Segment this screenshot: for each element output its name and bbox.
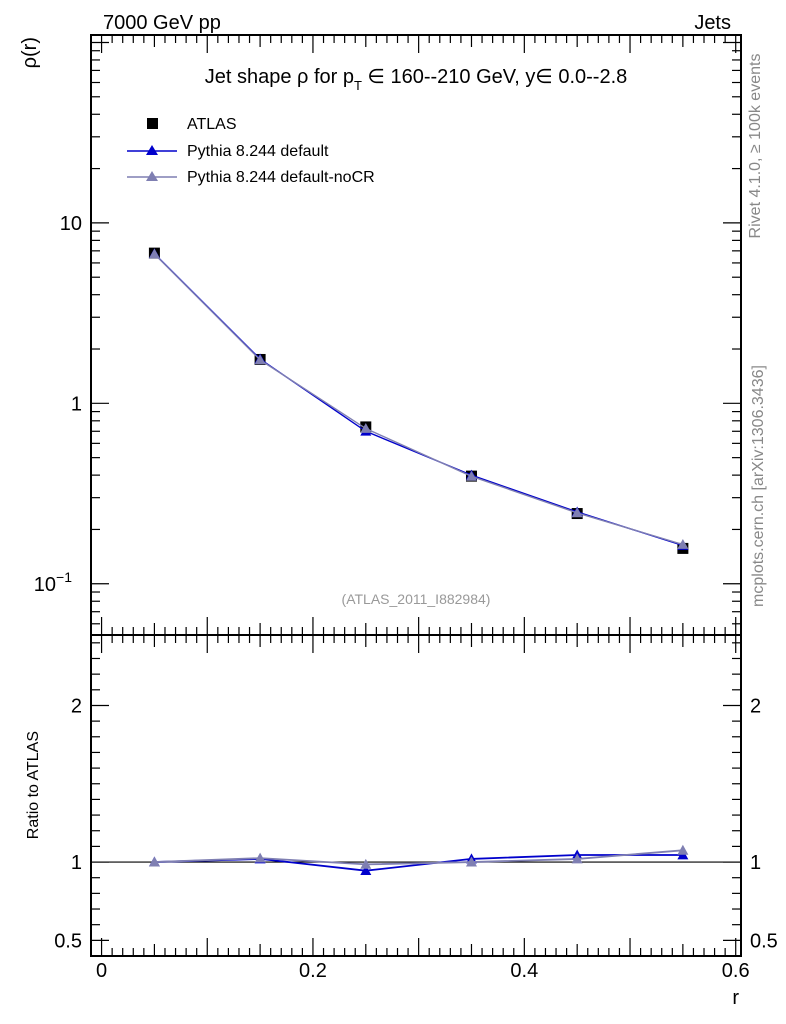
ratio-line-1 [154, 849, 683, 866]
main-series [148, 247, 689, 554]
mc-point-2 [148, 248, 160, 259]
mc-point-2 [254, 354, 266, 365]
ratio-series [148, 844, 689, 876]
mc-point-2 [571, 507, 583, 518]
ratio-frame [90, 634, 742, 957]
ratio-point-1 [677, 844, 689, 855]
ratio-y-ticks: 0.5 0.5 1 1 2 2 [54, 642, 778, 952]
main-y-label: ρ(r) [19, 37, 41, 68]
ratio-point-0 [360, 865, 372, 876]
rivet-label: Rivet 4.1.0, ≥ 100k events [747, 54, 764, 239]
x-tick-label: 0.2 [299, 960, 327, 982]
main-y-tick-label: 10 [60, 213, 82, 235]
legend-nocr-marker [146, 171, 158, 181]
ratio-y-tick-label-right: 2 [750, 695, 761, 717]
legend-default-marker [146, 145, 158, 155]
series-line-1 [153, 253, 684, 547]
mc-point-2 [465, 470, 477, 481]
main-y-tick-exponent: −1 [56, 569, 72, 585]
ratio-y-tick-label-left: 1 [71, 852, 82, 874]
x-tick-label: 0.4 [510, 960, 538, 982]
ratio-y-label: Ratio to ATLAS [25, 731, 42, 839]
legend-nocr: Pythia 8.244 default-noCR [187, 169, 375, 186]
ratio-y-tick-label-left: 2 [71, 695, 82, 717]
x-tick-label: 0 [96, 960, 107, 982]
x-tick-label: 0.6 [722, 960, 750, 982]
title-prefix: Jet shape ρ for p [205, 66, 354, 88]
ratio-point-1 [254, 852, 266, 863]
header-left: 7000 GeV pp [103, 12, 221, 34]
mc-point-2 [677, 539, 689, 549]
main-y-tick-label: 10−1 [34, 569, 72, 596]
ratio-point-1 [465, 856, 477, 867]
legend-default: Pythia 8.244 default [187, 143, 329, 160]
ratio-point-1 [148, 856, 160, 867]
ratio-y-tick-label-right: 1 [750, 852, 761, 874]
ratio-y-tick-label-left: 0.5 [54, 930, 82, 952]
mc-point-2 [360, 423, 372, 433]
main-y-tick-base: 10 [34, 574, 56, 596]
analysis-label: (ATLAS_2011_I882984) [342, 591, 491, 607]
series-line-2 [153, 253, 684, 546]
legend: ATLAS Pythia 8.244 default Pythia 8.244 … [127, 116, 375, 186]
legend-atlas: ATLAS [187, 116, 237, 133]
x-ticks: 0 0.2 0.4 0.6 [90, 35, 750, 982]
main-y-tick-label: 1 [71, 393, 82, 415]
ratio-point-1 [360, 858, 372, 869]
chart-title: Jet shape ρ for pT ∈ 160--210 GeV, y∈ 0.… [205, 66, 628, 93]
legend-atlas-marker [147, 118, 158, 129]
header-right: Jets [694, 12, 731, 34]
title-suffix: ∈ 160--210 GeV, y∈ 0.0--2.8 [362, 66, 627, 88]
ratio-y-tick-label-right: 0.5 [750, 930, 778, 952]
ratio-point-1 [571, 853, 583, 864]
x-axis-label: r [732, 987, 739, 1009]
source-label: mcplots.cern.ch [arXiv:1306.3436] [750, 365, 767, 607]
title-sub: T [354, 78, 362, 93]
